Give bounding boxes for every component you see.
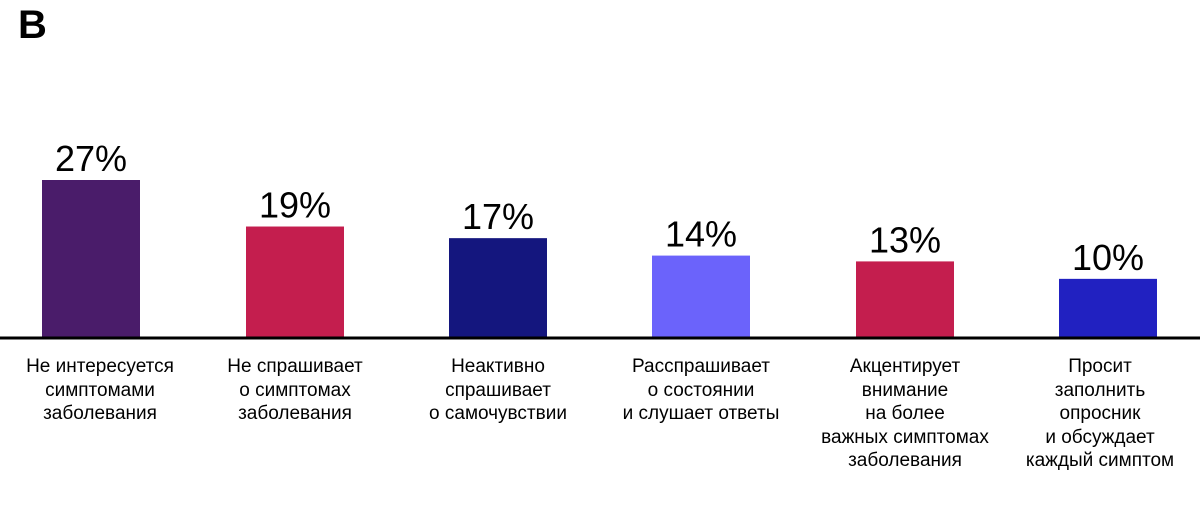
bars-group	[42, 180, 1157, 337]
bar-4	[652, 255, 750, 337]
panel-letter: B	[18, 3, 47, 47]
value-label-3: 17%	[462, 196, 534, 237]
value-label-2: 19%	[259, 185, 331, 226]
value-label-5: 13%	[869, 219, 941, 260]
bar-5	[856, 261, 954, 337]
value-label-1: 27%	[55, 138, 127, 179]
value-labels-group: 27% 19% 17% 14% 13% 10%	[55, 138, 1144, 278]
category-label-4: Расспрашивает о состоянии и слушает отве…	[622, 356, 780, 424]
bar-3	[449, 238, 547, 337]
category-label-2: Не спрашивает о симптомах заболевания	[227, 356, 363, 424]
category-label-5: Акцентирует внимание на более важных сим…	[821, 356, 989, 471]
value-label-4: 14%	[665, 214, 737, 255]
bar-1	[42, 180, 140, 337]
bar-2	[246, 226, 344, 337]
category-label-6: Просит заполнить опросник и обсуждает ка…	[1025, 356, 1175, 471]
bar-6	[1059, 278, 1157, 337]
value-label-6: 10%	[1072, 237, 1144, 278]
category-label-3: Неактивно спрашивает о самочувствии	[429, 356, 567, 424]
category-label-1: Не интересуется симптомами заболевания	[26, 356, 174, 424]
